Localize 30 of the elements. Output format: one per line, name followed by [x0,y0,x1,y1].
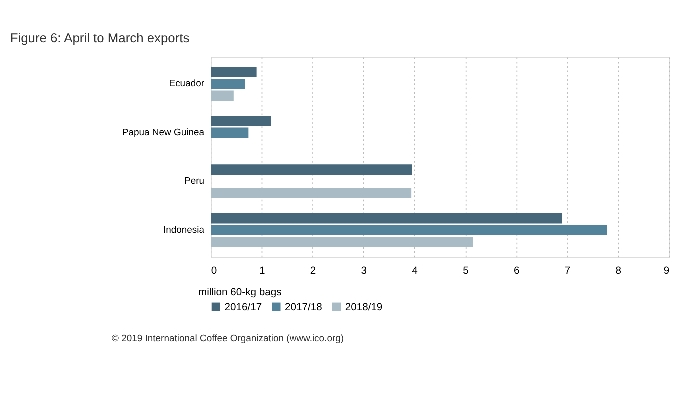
x-axis-title: million 60-kg bags [198,287,282,298]
x-tick-label: 3 [361,266,368,277]
x-tick-label: 2 [310,266,316,277]
x-tick-label: 9 [664,266,670,277]
bar [211,78,246,90]
bar [211,67,257,78]
x-tick-label: 7 [564,266,571,277]
text: Figure 6: April to March exports [10,30,190,46]
bar [211,236,474,248]
bar [211,128,249,138]
bar [211,213,562,224]
legend-label: 2018/19 [345,302,383,314]
bar [211,225,608,236]
x-tick-label: 8 [616,266,622,277]
legend-label: 2017/18 [285,302,323,314]
y-tick-label: Ecuador [169,78,205,90]
x-tick-label: 4 [412,266,418,277]
legend-label: 2016/17 [224,302,262,314]
bar [211,164,412,176]
text: © 2019 International Coffee Organization (www.ico.org) [112,334,344,345]
y-tick-label: Indonesia [163,224,206,236]
x-tick-label: 5 [463,266,470,277]
x-tick-label: 6 [514,266,520,277]
bar [211,90,234,102]
bar [211,116,272,126]
x-tick-label: 1 [259,266,266,277]
y-tick-label: Peru [184,176,205,188]
bar [211,188,412,199]
x-tick-label: 0 [211,266,218,277]
y-tick-label: Papua New Guinea [122,127,206,138]
